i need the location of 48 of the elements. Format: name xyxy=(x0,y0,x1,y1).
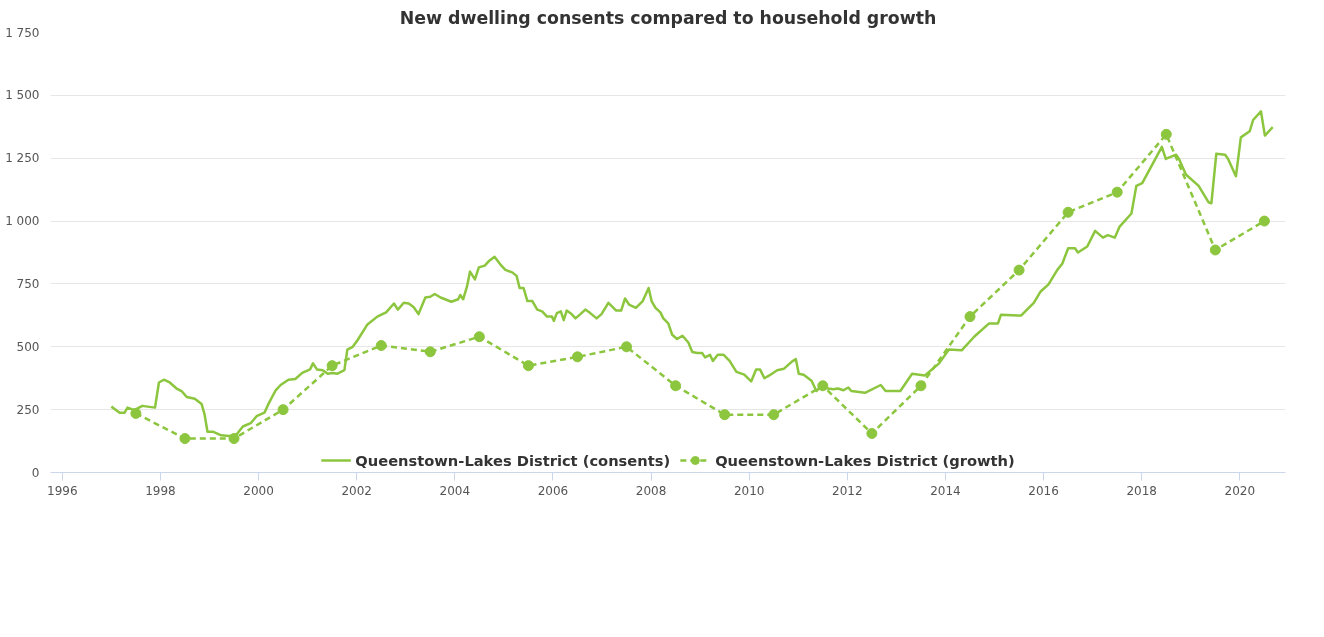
x-tick-label: 2004 xyxy=(439,483,471,498)
point xyxy=(621,341,633,353)
x-tick-label: 2014 xyxy=(930,483,961,498)
y-tick-label: 500 xyxy=(16,339,40,354)
x-tick-label: 1998 xyxy=(145,483,176,498)
x-tick-label: 2000 xyxy=(243,483,274,498)
y-tick-label: 750 xyxy=(16,276,40,291)
point xyxy=(473,331,485,343)
y-tick-label: 1 500 xyxy=(5,88,40,103)
x-tick-label: 2016 xyxy=(1028,483,1059,498)
point xyxy=(817,380,829,392)
point xyxy=(179,433,191,445)
point xyxy=(1258,215,1270,227)
legend-label: Queenstown-Lakes District (consents) xyxy=(355,451,671,469)
x-tick-label: 2006 xyxy=(537,483,569,498)
point xyxy=(1209,244,1221,256)
point xyxy=(964,311,976,323)
point xyxy=(424,346,436,358)
point xyxy=(719,409,731,421)
y-tick-label: 1 000 xyxy=(5,214,40,229)
x-tick-label: 1996 xyxy=(47,483,78,498)
point xyxy=(277,404,289,416)
point xyxy=(1062,206,1074,218)
point xyxy=(522,360,534,372)
point xyxy=(375,340,387,352)
y-tick-label: 250 xyxy=(16,402,40,417)
point xyxy=(326,360,338,372)
x-tick-label: 2020 xyxy=(1224,483,1256,498)
x-tick-label: 2010 xyxy=(733,483,765,498)
point xyxy=(768,409,780,421)
y-tick-label: 0 xyxy=(31,465,40,480)
x-tick-label: 2002 xyxy=(341,483,372,498)
point xyxy=(130,407,142,419)
point xyxy=(915,380,927,392)
y-tick-label: 1 250 xyxy=(5,151,40,166)
legend-label: Queenstown-Lakes District (growth) xyxy=(715,451,1015,469)
chart-title: New dwelling consents compared to household growth xyxy=(399,7,937,28)
x-tick-label: 2018 xyxy=(1126,483,1158,498)
point xyxy=(1111,186,1123,198)
point xyxy=(866,428,878,440)
point xyxy=(670,380,682,392)
point xyxy=(571,351,583,363)
x-tick-label: 2008 xyxy=(635,483,667,498)
point xyxy=(1013,264,1025,276)
point xyxy=(228,433,240,445)
x-tick-label: 2012 xyxy=(832,483,863,498)
y-tick-label: 1 750 xyxy=(5,25,40,40)
point xyxy=(1160,128,1172,140)
